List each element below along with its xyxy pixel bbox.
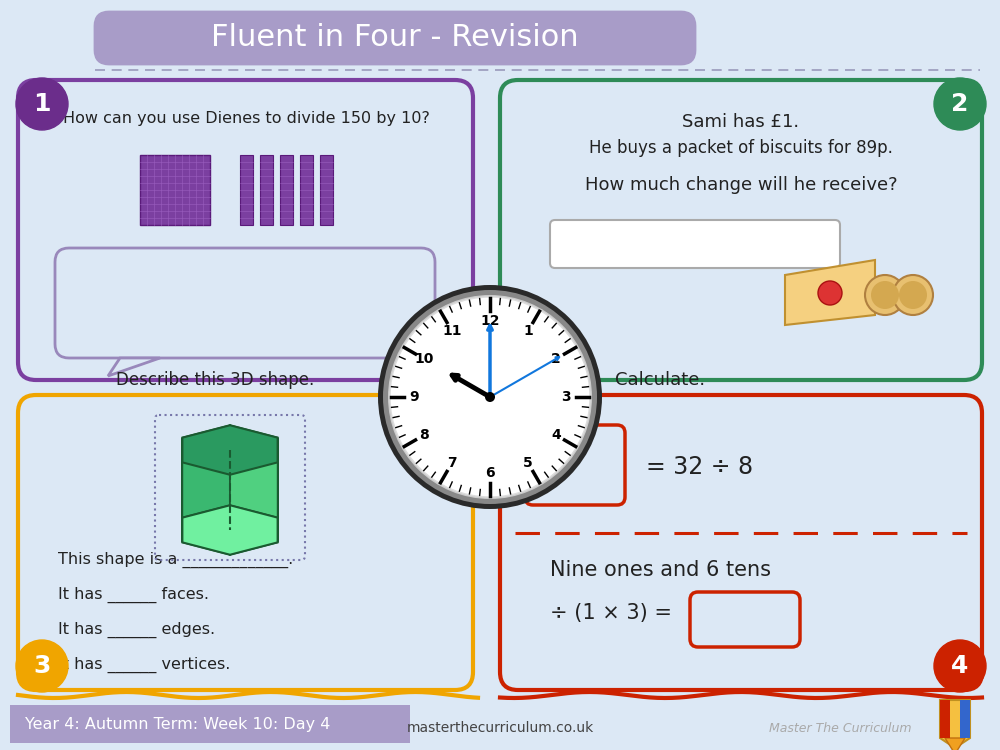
Text: He buys a packet of biscuits for 89p.: He buys a packet of biscuits for 89p. bbox=[589, 139, 893, 157]
Text: Sami has £1.: Sami has £1. bbox=[682, 113, 800, 131]
Text: Year 4: Autumn Term: Week 10: Day 4: Year 4: Autumn Term: Week 10: Day 4 bbox=[25, 716, 330, 731]
Text: = 32 ÷ 8: = 32 ÷ 8 bbox=[646, 455, 754, 479]
Circle shape bbox=[485, 392, 495, 402]
Text: 9: 9 bbox=[409, 390, 419, 404]
Text: 8: 8 bbox=[419, 428, 429, 442]
Text: 11: 11 bbox=[442, 324, 462, 338]
Bar bbox=[140, 155, 210, 225]
Circle shape bbox=[383, 290, 597, 504]
Circle shape bbox=[871, 281, 899, 309]
Bar bbox=[10, 705, 410, 743]
FancyBboxPatch shape bbox=[18, 80, 473, 380]
Polygon shape bbox=[945, 738, 965, 750]
Text: 6: 6 bbox=[485, 466, 495, 480]
Text: 4: 4 bbox=[951, 654, 969, 678]
Circle shape bbox=[388, 295, 592, 499]
Text: Nine ones and 6 tens: Nine ones and 6 tens bbox=[550, 560, 771, 580]
Text: How much change will he receive?: How much change will he receive? bbox=[585, 176, 897, 194]
Polygon shape bbox=[182, 425, 230, 518]
Circle shape bbox=[818, 281, 842, 305]
Bar bbox=[320, 155, 333, 225]
Text: Master The Curriculum: Master The Curriculum bbox=[769, 722, 911, 734]
Text: 1: 1 bbox=[33, 92, 51, 116]
Circle shape bbox=[934, 78, 986, 130]
Text: 7: 7 bbox=[447, 456, 457, 470]
Circle shape bbox=[934, 640, 986, 692]
Circle shape bbox=[893, 275, 933, 315]
Circle shape bbox=[390, 297, 590, 497]
Text: 3: 3 bbox=[561, 390, 571, 404]
Text: 12: 12 bbox=[480, 314, 500, 328]
FancyBboxPatch shape bbox=[500, 80, 982, 380]
Text: This shape is a _____________.: This shape is a _____________. bbox=[58, 552, 293, 568]
FancyBboxPatch shape bbox=[95, 12, 695, 64]
Text: 2: 2 bbox=[951, 92, 969, 116]
Text: 5: 5 bbox=[523, 456, 533, 470]
FancyBboxPatch shape bbox=[550, 220, 840, 268]
FancyBboxPatch shape bbox=[500, 395, 982, 690]
Circle shape bbox=[865, 275, 905, 315]
Bar bbox=[940, 700, 950, 738]
Text: 1: 1 bbox=[523, 324, 533, 338]
Bar bbox=[300, 155, 313, 225]
Bar bbox=[240, 155, 253, 225]
Text: Fluent in Four - Revision: Fluent in Four - Revision bbox=[211, 23, 579, 52]
Bar bbox=[960, 700, 970, 738]
Text: How can you use Dienes to divide 150 by 10?: How can you use Dienes to divide 150 by … bbox=[63, 110, 430, 125]
Text: 2: 2 bbox=[551, 352, 561, 366]
FancyBboxPatch shape bbox=[690, 592, 800, 647]
Polygon shape bbox=[182, 425, 278, 475]
Polygon shape bbox=[940, 700, 970, 748]
Text: Describe this 3D shape.: Describe this 3D shape. bbox=[116, 371, 315, 389]
Text: It has ______ edges.: It has ______ edges. bbox=[58, 622, 215, 638]
FancyBboxPatch shape bbox=[525, 425, 625, 505]
Text: It has ______ vertices.: It has ______ vertices. bbox=[58, 657, 230, 673]
Polygon shape bbox=[230, 462, 278, 555]
Circle shape bbox=[899, 281, 927, 309]
Circle shape bbox=[16, 78, 68, 130]
Text: 4: 4 bbox=[551, 428, 561, 442]
Polygon shape bbox=[182, 506, 278, 555]
Polygon shape bbox=[230, 425, 278, 518]
Polygon shape bbox=[785, 260, 875, 325]
Polygon shape bbox=[182, 462, 230, 555]
Text: ÷ (1 × 3) =: ÷ (1 × 3) = bbox=[550, 603, 672, 623]
Text: 3: 3 bbox=[33, 654, 51, 678]
FancyBboxPatch shape bbox=[55, 248, 435, 358]
Text: It has ______ faces.: It has ______ faces. bbox=[58, 587, 209, 603]
Bar bbox=[260, 155, 273, 225]
Circle shape bbox=[378, 285, 602, 509]
FancyBboxPatch shape bbox=[18, 395, 473, 690]
Text: Calculate.: Calculate. bbox=[615, 371, 705, 389]
Polygon shape bbox=[108, 358, 160, 376]
Bar bbox=[280, 155, 293, 225]
Text: 10: 10 bbox=[414, 352, 434, 366]
Circle shape bbox=[16, 640, 68, 692]
Text: masterthecurriculum.co.uk: masterthecurriculum.co.uk bbox=[406, 721, 594, 735]
